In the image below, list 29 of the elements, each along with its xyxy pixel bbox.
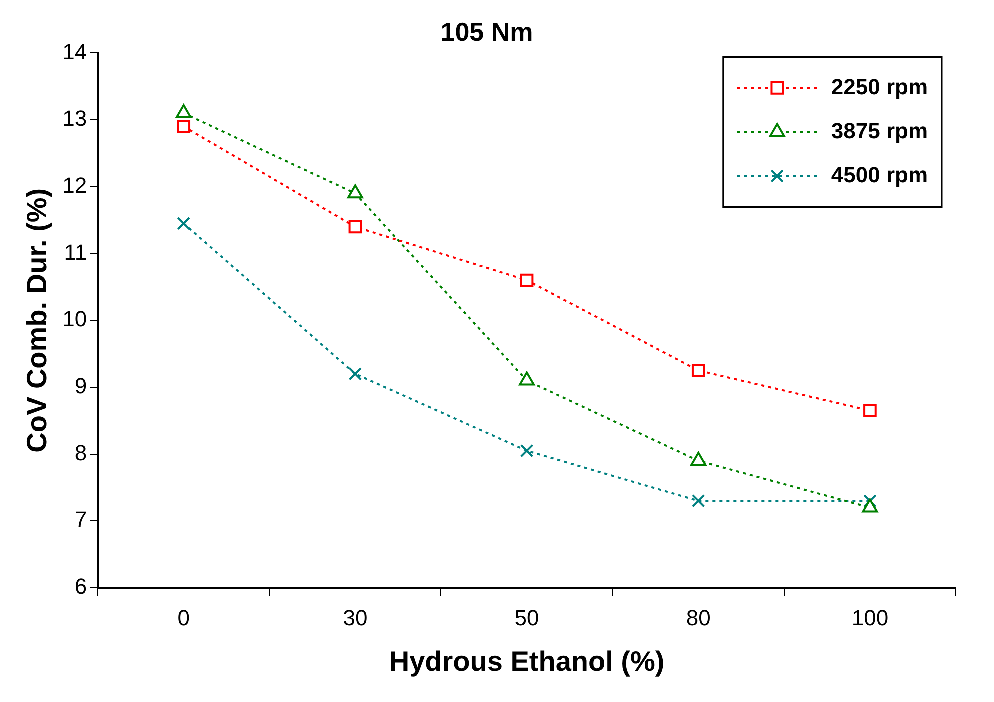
point bbox=[692, 494, 706, 508]
point bbox=[348, 220, 362, 234]
x-tick-label: 30 bbox=[343, 605, 368, 630]
x-axis-title: Hydrous Ethanol (%) bbox=[389, 646, 665, 677]
y-tick-label: 12 bbox=[62, 172, 88, 198]
legend-label: 3875 rpm bbox=[831, 118, 928, 144]
point bbox=[692, 364, 706, 378]
y-tick-label: 11 bbox=[64, 240, 88, 265]
point bbox=[177, 217, 191, 230]
legend-label: 4500 rpm bbox=[831, 162, 928, 188]
y-tick-label: 13 bbox=[62, 106, 88, 132]
point bbox=[520, 444, 534, 458]
point bbox=[864, 404, 877, 418]
x-tick-label: 100 bbox=[852, 605, 889, 630]
y-tick-label: 6 bbox=[74, 574, 88, 600]
y-axis-title: CoV Comb. Dur. (%) bbox=[22, 188, 53, 453]
point bbox=[177, 120, 191, 134]
y-tick-label: 9 bbox=[74, 374, 88, 399]
point bbox=[348, 367, 362, 381]
x-tick-label: 50 bbox=[514, 605, 540, 630]
x-tick-label: 80 bbox=[686, 605, 711, 630]
chart-title: 105 Nm bbox=[440, 16, 534, 47]
legend-label: 2250 rpm bbox=[831, 74, 928, 100]
y-tick-label: 8 bbox=[74, 440, 88, 466]
point bbox=[520, 274, 534, 288]
y-tick-label: 14 bbox=[62, 39, 88, 64]
x-tick-label: 0 bbox=[178, 605, 190, 630]
y-tick-label: 10 bbox=[62, 306, 88, 332]
y-tick-label: 7 bbox=[74, 507, 88, 532]
